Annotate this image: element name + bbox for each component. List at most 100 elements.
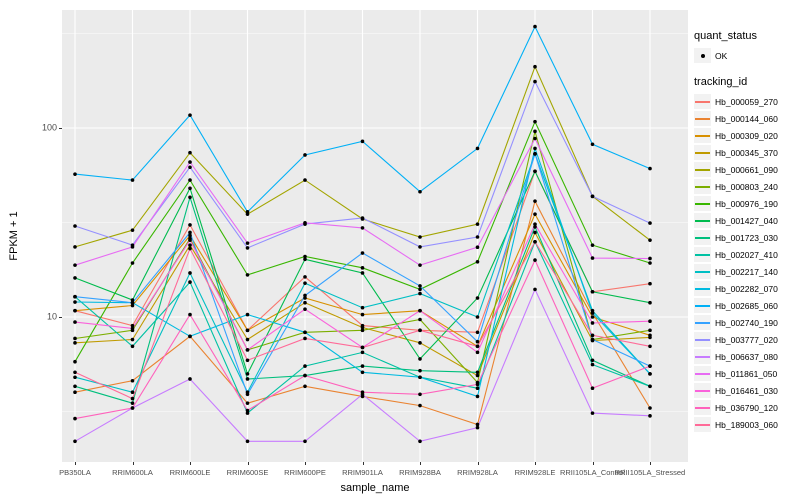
data-point — [418, 328, 422, 333]
legend-entry-label: Hb_003777_020 — [715, 334, 778, 345]
data-point — [590, 256, 595, 260]
data-point — [360, 271, 365, 275]
data-point — [648, 300, 652, 305]
legend-line-key — [694, 213, 711, 228]
data-point — [360, 251, 365, 255]
data-point — [188, 334, 192, 339]
legend-entry: Hb_016461_030 — [694, 382, 800, 399]
legend-line-key — [694, 230, 711, 245]
series-color-line-icon — [695, 169, 710, 171]
data-point — [648, 221, 652, 225]
series-color-line-icon — [695, 339, 710, 341]
data-point — [590, 337, 595, 342]
legend-entry: Hb_003777_020 — [694, 331, 800, 348]
data-point — [475, 245, 480, 250]
legend-line-key — [694, 332, 711, 347]
data-point — [475, 394, 480, 399]
data-point — [475, 235, 480, 239]
data-point — [245, 377, 250, 381]
data-point — [130, 337, 135, 342]
x-tick-mark — [362, 462, 364, 465]
x-tick-mark — [535, 462, 536, 465]
data-point — [188, 238, 192, 242]
data-point — [130, 245, 135, 249]
legend-entry-label: Hb_189003_060 — [715, 419, 778, 430]
legend: quant_status OK tracking_id Hb_000059_27… — [694, 30, 800, 433]
point-icon — [701, 54, 705, 58]
data-point — [245, 392, 250, 397]
y-tick-mark — [59, 317, 62, 318]
data-point — [188, 246, 192, 251]
data-point — [73, 375, 77, 380]
legend-line-key — [694, 400, 711, 415]
data-point — [475, 222, 480, 226]
data-point — [303, 257, 307, 262]
data-point — [590, 411, 595, 415]
x-tick-label: RRIM928LA — [457, 468, 498, 477]
legend-line-key — [694, 264, 711, 279]
data-point — [188, 195, 192, 200]
plot-panel — [62, 10, 688, 462]
data-point — [303, 153, 307, 157]
data-point — [188, 280, 192, 284]
legend-entry: Hb_002027_410 — [694, 246, 800, 263]
data-point — [533, 212, 537, 216]
series-color-line-icon — [695, 305, 710, 307]
y-tick-label: 100 — [41, 122, 57, 133]
data-point — [533, 152, 537, 156]
legend-tracking-id-title: tracking_id — [694, 76, 748, 88]
data-point — [418, 341, 422, 345]
data-point — [245, 348, 250, 352]
legend-entry-label: Hb_002217_140 — [715, 266, 778, 277]
data-point — [73, 416, 77, 421]
data-point — [648, 414, 652, 418]
legend-entry-label: Hb_002027_410 — [715, 249, 778, 260]
data-point — [475, 350, 480, 355]
data-point — [475, 425, 480, 430]
legend-line-key — [694, 94, 711, 109]
data-point — [73, 320, 77, 324]
legend-line-key — [694, 281, 711, 296]
legend-entry-label: Hb_000144_060 — [715, 113, 778, 124]
data-point — [648, 319, 652, 324]
data-point — [590, 243, 595, 247]
x-tick-mark — [247, 462, 249, 465]
legend-entry: Hb_000144_060 — [694, 110, 800, 127]
data-point — [418, 392, 422, 397]
x-tick-mark — [305, 462, 306, 465]
data-point — [73, 294, 77, 299]
data-point — [73, 300, 77, 304]
data-point — [648, 238, 652, 242]
data-point — [303, 296, 307, 300]
legend-entry: Hb_000661_090 — [694, 161, 800, 178]
data-point — [360, 370, 365, 375]
legend-entry-label: Hb_000345_370 — [715, 147, 778, 158]
data-point — [188, 233, 192, 238]
data-point — [648, 256, 652, 261]
data-point — [73, 359, 77, 364]
data-point — [360, 390, 365, 395]
legend-entry-label: Hb_016461_030 — [715, 385, 778, 396]
series-color-line-icon — [695, 203, 710, 205]
series-color-line-icon — [695, 390, 710, 392]
data-point — [73, 276, 77, 280]
x-tick-mark — [420, 462, 421, 465]
data-point — [418, 317, 422, 322]
data-point — [360, 226, 365, 230]
data-point — [648, 328, 652, 333]
data-point — [648, 384, 652, 389]
legend-entry-label: Hb_006637_080 — [715, 351, 778, 362]
data-point — [245, 372, 250, 376]
data-point — [360, 364, 365, 368]
data-point — [533, 225, 537, 229]
data-point — [245, 210, 250, 214]
data-point — [590, 321, 595, 325]
data-point — [475, 386, 480, 391]
series-color-line-icon — [695, 424, 710, 426]
data-point — [475, 382, 480, 387]
data-point — [360, 328, 365, 333]
legend-entry: Hb_002740_190 — [694, 314, 800, 331]
data-point — [188, 150, 192, 155]
legend-entry: Hb_011861_050 — [694, 365, 800, 382]
y-axis-title: FPKM + 1 — [8, 211, 20, 261]
